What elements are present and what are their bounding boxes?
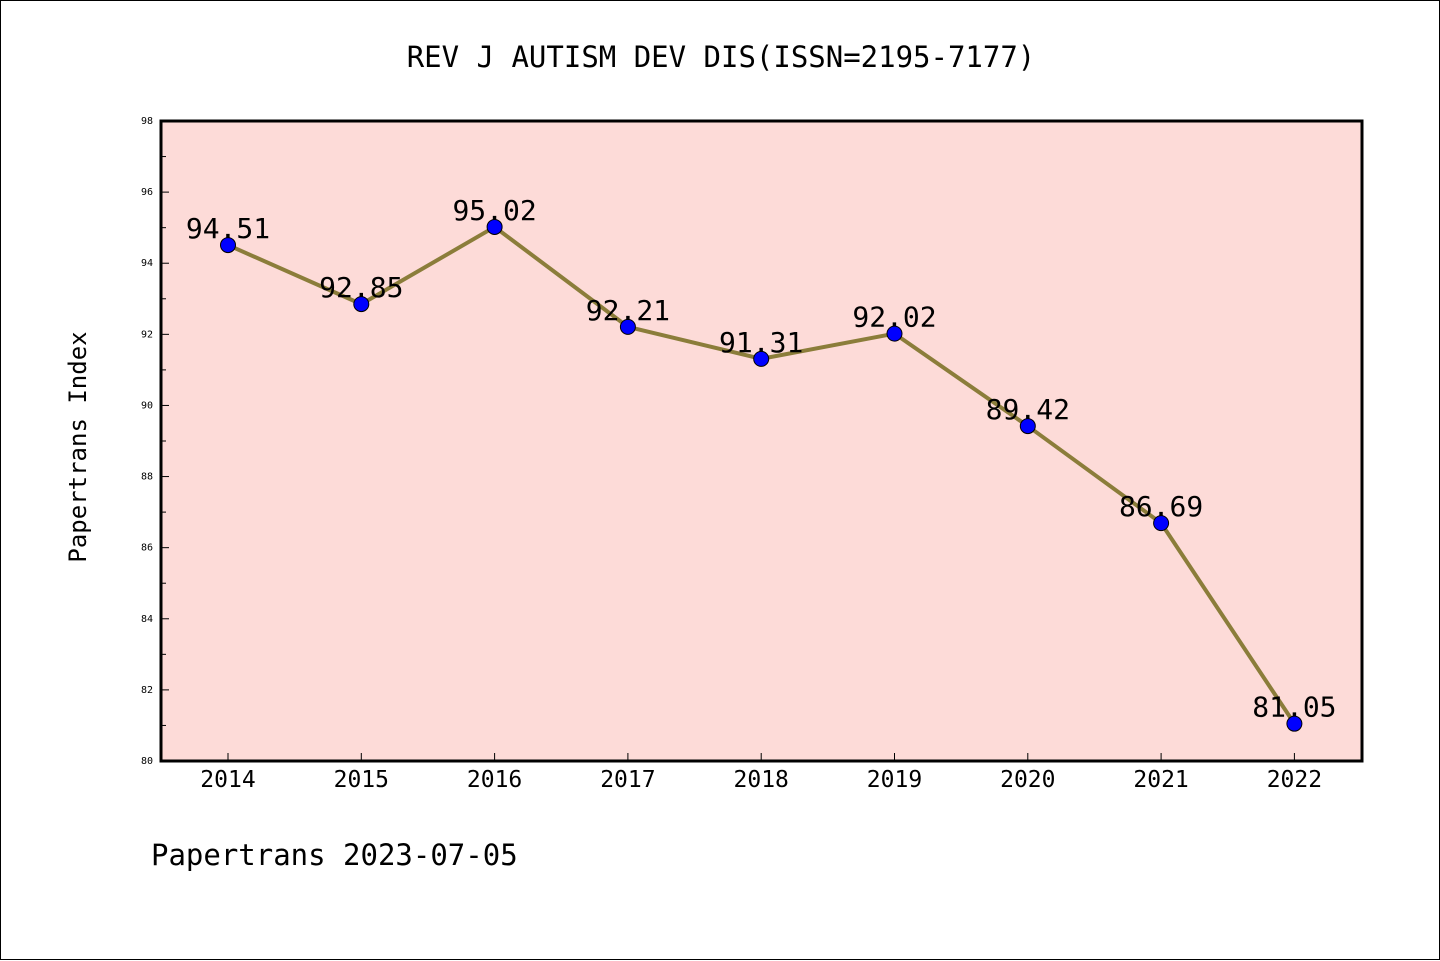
- data-label: 86.69: [1119, 490, 1203, 523]
- y-axis-ticks: 80 82 84 86 88 90 92 94 96 98: [141, 116, 169, 767]
- y-tick-label: 86: [141, 543, 153, 554]
- data-point-marker: [886, 325, 903, 342]
- data-point-marker: [486, 218, 503, 235]
- x-tick-label: 2018: [734, 767, 789, 793]
- footer-text: Papertrans 2023-07-05: [151, 838, 518, 872]
- x-tick-label: 2016: [467, 767, 522, 793]
- data-label: 92.02: [852, 301, 936, 334]
- x-tick-label: 2021: [1133, 767, 1188, 793]
- y-tick-label: 82: [141, 685, 153, 696]
- y-tick-label: 84: [141, 614, 153, 625]
- data-label: 92.85: [319, 271, 403, 304]
- data-label: 81.05: [1252, 691, 1336, 724]
- x-tick-label: 2019: [867, 767, 922, 793]
- y-axis-label: Papertrans Index: [64, 331, 92, 562]
- data-labels: 94.51 92.85 95.02 92.21 91.31 92.02 89.42 86.69…: [186, 194, 1337, 724]
- y-tick-label: 96: [141, 187, 153, 198]
- data-point-marker: [619, 318, 636, 335]
- x-axis-ticks: 2014 2015 2016 2017 2018 2019 2020 2021 2022: [200, 753, 1322, 793]
- x-tick-label: 2022: [1267, 767, 1322, 793]
- y-tick-label: 92: [141, 329, 153, 340]
- plot-area: [161, 121, 1362, 761]
- series-markers: [220, 218, 1303, 732]
- x-tick-label: 2015: [334, 767, 389, 793]
- x-tick-label: 2014: [200, 767, 255, 793]
- data-point-marker: [1286, 715, 1303, 732]
- data-point-marker: [1019, 418, 1036, 435]
- data-label: 92.21: [586, 294, 670, 327]
- data-point-marker: [1153, 515, 1170, 532]
- plot-border: [159, 119, 1364, 763]
- y-tick-label: 88: [141, 472, 153, 483]
- y-tick-label: 94: [141, 258, 153, 269]
- data-point-marker: [353, 296, 370, 313]
- y-tick-label: 80: [141, 756, 153, 767]
- x-tick-label: 2020: [1000, 767, 1055, 793]
- data-point-marker: [753, 350, 770, 367]
- data-label: 94.51: [186, 212, 270, 245]
- data-label: 89.42: [986, 393, 1070, 426]
- data-label: 95.02: [452, 194, 536, 227]
- data-label: 91.31: [719, 326, 803, 359]
- chart-title: REV J AUTISM DEV DIS(ISSN=2195-7177): [407, 40, 1036, 74]
- data-point-marker: [220, 237, 236, 254]
- x-tick-label: 2017: [600, 767, 655, 793]
- y-tick-label: 98: [141, 116, 153, 127]
- y-tick-label: 90: [141, 400, 153, 411]
